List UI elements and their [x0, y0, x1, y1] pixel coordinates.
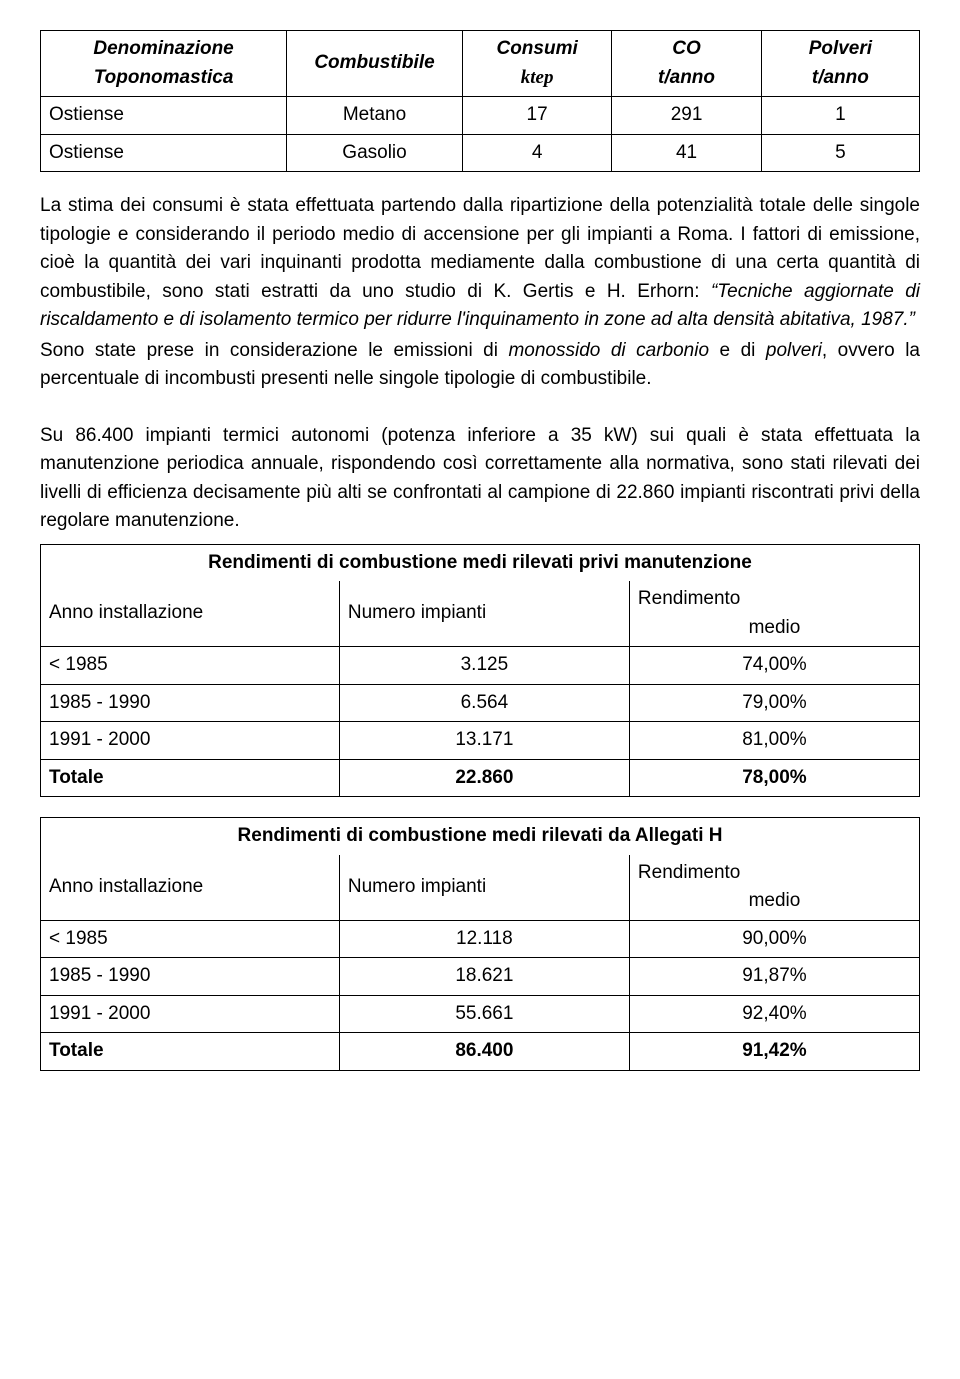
paragraph-2: Su 86.400 impianti termici autonomi (pot…: [40, 422, 920, 536]
table-row: 1985 - 1990 6.564 79,00%: [41, 684, 920, 722]
emissions-table: Denominazione Toponomastica Combustibile…: [40, 30, 920, 172]
table-row: 1991 - 2000 13.171 81,00%: [41, 722, 920, 760]
table-header-row: Anno installazione Numero impianti Rendi…: [41, 855, 920, 921]
table-allegati-h: Rendimenti di combustione medi rilevati …: [40, 817, 920, 1071]
col-co: CO t/anno: [612, 31, 761, 97]
table-row-total: Totale 86.400 91,42%: [41, 1033, 920, 1071]
table-row: 1985 - 1990 18.621 91,87%: [41, 958, 920, 996]
col-consumi: Consumi ktep: [462, 31, 611, 97]
table-privi-manutenzione: Rendimenti di combustione medi rilevati …: [40, 544, 920, 798]
table-row: Ostiense Metano 17 291 1: [41, 97, 920, 135]
paragraph-1: La stima dei consumi è stata effettuata …: [40, 192, 920, 335]
table-row: < 1985 12.118 90,00%: [41, 920, 920, 958]
table-row: < 1985 3.125 74,00%: [41, 647, 920, 685]
table-row: 1991 - 2000 55.661 92,40%: [41, 995, 920, 1033]
table-title-row: Rendimenti di combustione medi rilevati …: [41, 818, 920, 855]
table-header-row: Denominazione Toponomastica Combustibile…: [41, 31, 920, 97]
table-header-row: Anno installazione Numero impianti Rendi…: [41, 581, 920, 647]
table-row: Ostiense Gasolio 4 41 5: [41, 134, 920, 172]
col-combustibile: Combustibile: [287, 31, 463, 97]
col-denominazione: Denominazione Toponomastica: [41, 31, 287, 97]
table-title-row: Rendimenti di combustione medi rilevati …: [41, 544, 920, 581]
col-polveri: Polveri t/anno: [761, 31, 919, 97]
table-row-total: Totale 22.860 78,00%: [41, 759, 920, 797]
paragraph-1b: Sono state prese in considerazione le em…: [40, 337, 920, 394]
